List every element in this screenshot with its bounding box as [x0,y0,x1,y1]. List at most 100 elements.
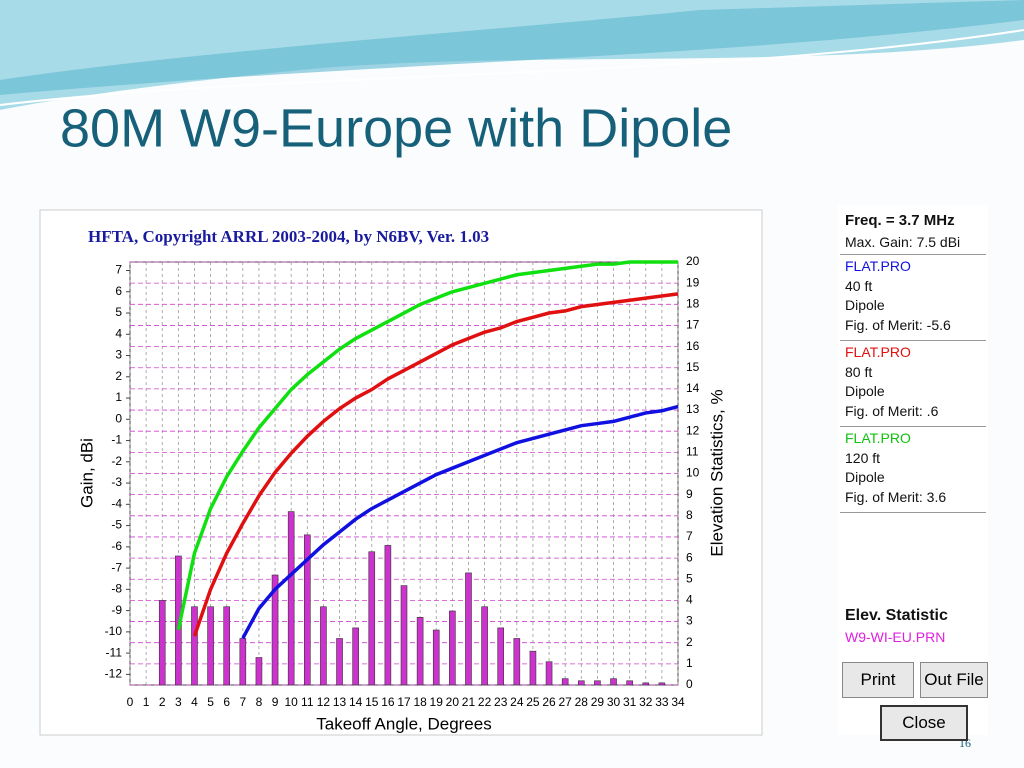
bar [449,610,456,686]
bar [223,606,231,686]
x-tick-label: 19 [430,695,444,709]
x-tick-label: 18 [413,695,427,709]
y2-tick-label: 6 [686,550,693,564]
bar [352,627,359,686]
y2-axis-label: Elevation Statistics, % [707,389,726,556]
stat-file: W9-WI-EU.PRN [845,629,946,645]
y-tick-label: -12 [105,667,123,681]
y-tick-label: -8 [111,582,122,596]
bar [303,534,311,686]
x-tick-label: 15 [365,695,379,709]
x-tick-label: 28 [575,695,589,709]
y2-tick-label: 3 [686,614,693,628]
x-tick-label: 32 [639,695,653,709]
x-tick-label: 4 [191,695,198,709]
bar [207,606,214,686]
y2-tick-label: 4 [686,593,693,607]
bar [239,638,247,686]
y-tick-label: 0 [115,411,122,425]
gain-line [176,260,678,631]
x-tick-label: 6 [223,695,230,709]
y2-tick-label: 15 [686,360,700,374]
x-tick-label: 5 [207,695,214,709]
separator [840,340,986,341]
entry-merit: Fig. of Merit: -5.6 [845,316,951,333]
bar [642,682,650,686]
stat-title: Elev. Statistic [845,607,948,624]
x-axis-label: Takeoff Angle, Degrees [316,714,491,733]
out-file-button[interactable]: Out File [920,662,988,698]
y-axis-label: Gain, dBi [77,438,96,508]
entry-antenna: Dipole [845,297,885,313]
x-tick-label: 27 [558,695,572,709]
x-tick-label: 12 [317,695,331,709]
y-tick-label: -11 [106,645,123,659]
x-tick-label: 16 [381,695,395,709]
bar [255,657,263,686]
freq: Freq. = 3.7 MHz [845,212,955,229]
print-button[interactable]: Print [842,662,914,698]
y2-tick-label: 5 [686,571,693,585]
y-tick-label: -10 [105,624,123,638]
bar [529,650,537,686]
y-tick-label: -3 [111,475,122,489]
x-tick-label: 30 [607,695,621,709]
header-line [0,29,1024,106]
close-button[interactable]: Close [880,705,968,741]
x-tick-label: 25 [526,695,540,709]
x-tick-label: 17 [397,695,411,709]
bar [561,678,569,686]
bar [513,638,521,686]
bar [465,572,472,686]
bar [158,600,166,686]
y2-tick-label: 2 [686,635,693,649]
x-tick-label: 8 [256,695,263,709]
x-tick-label: 0 [127,695,134,709]
y2-tick-label: 20 [686,254,700,268]
y2-tick-label: 10 [686,466,700,480]
x-tick-label: 34 [671,695,685,709]
y-tick-label: -9 [111,603,122,617]
y2-tick-label: 19 [686,275,700,289]
y2-tick-label: 0 [686,677,693,691]
entry-height: 120 ft [845,449,881,466]
y2-tick-label: 16 [686,339,700,353]
entry-antenna: Dipole [845,469,885,485]
y2-tick-label: 9 [686,487,693,501]
bar [610,678,617,686]
y2-tick-label: 11 [686,445,699,459]
entry-height: 40 ft [845,277,873,294]
bar [497,627,505,686]
bar [545,661,553,686]
y-tick-label: -7 [111,560,122,574]
y2-tick-label: 7 [686,529,693,543]
entry-height: 80 ft [845,363,873,380]
separator [840,512,986,513]
x-tick-label: 33 [655,695,669,709]
separator [840,426,986,427]
separator [840,254,986,255]
x-tick-label: 29 [591,695,605,709]
bar [416,617,424,686]
entry-antenna: Dipole [845,383,885,399]
y2-tick-label: 18 [686,296,700,310]
header-wave [0,0,1024,95]
y2-tick-label: 14 [686,381,700,395]
x-tick-label: 26 [542,695,556,709]
max-gain: Max. Gain: 7.5 dBi [845,234,961,250]
x-tick-label: 13 [333,695,347,709]
bar [626,680,633,686]
entry-file: FLAT.PRO [845,430,911,446]
y-tick-label: -4 [111,496,122,510]
bar [384,545,392,686]
bar [320,606,327,686]
bar [481,606,488,686]
x-tick-label: 23 [494,695,508,709]
bar [368,551,376,686]
bar [287,511,295,686]
y-tick-label: -5 [111,518,122,532]
chart-title: HFTA, Copyright ARRL 2003-2004, by N6BV,… [88,227,489,246]
x-tick-label: 9 [272,695,279,709]
